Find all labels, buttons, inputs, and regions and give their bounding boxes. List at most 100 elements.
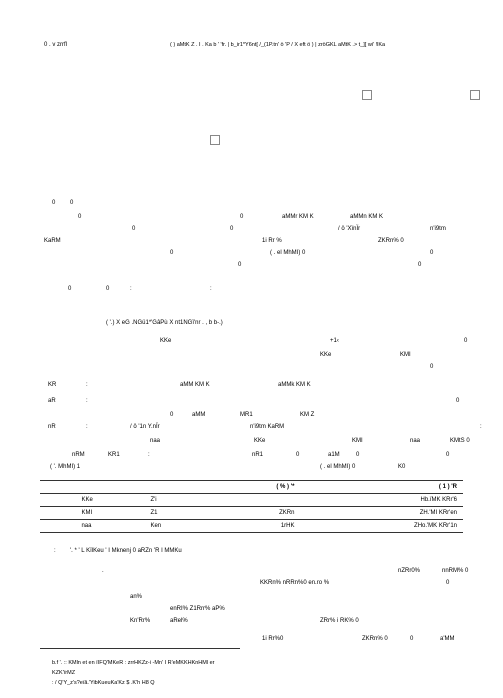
text-r6-3: : [210, 286, 212, 292]
text-r13-1: aMM [192, 412, 205, 418]
text-r17-0: ( '. MhMI) 1 [50, 464, 80, 470]
header-left: 0 . v zrrfl [44, 42, 67, 48]
text-r12-2: 0 [456, 398, 459, 404]
text-r8-1: +1‹ [330, 338, 339, 344]
table-cell: Z'i [144, 494, 211, 507]
table-head-3: ( % ) '* [212, 481, 301, 494]
square-2 [210, 135, 220, 145]
text-r11-3: aMMk KM K [278, 382, 311, 388]
text-r13-3: KM Z [300, 412, 314, 418]
table-cell [40, 520, 75, 533]
text-r1-0: 0 [78, 214, 81, 220]
text-r0-1: 0 [70, 200, 73, 206]
text-r12-0: aR [48, 398, 56, 404]
text-r6-1: 0 [106, 286, 109, 292]
table-head-4: ( 1 ) 'R [300, 481, 463, 494]
footer-r0-1: '. * ' L KïlKeu ' I Mknenj 0 aRZn 'R I M… [70, 548, 182, 554]
text-r14-2: / ô '1n Y.nÏr [130, 424, 160, 430]
text-r11-1: : [86, 382, 88, 388]
text-r16-7: 0 [446, 452, 449, 458]
footer-r0-0: : [54, 548, 56, 554]
footer-r5-0: Kn'Rr% [130, 618, 150, 624]
text-r8-2: 0 [464, 338, 467, 344]
text-r4-0: 0 [170, 250, 173, 256]
text-r16-0: nRM [72, 452, 85, 458]
text-r10-0: 0 [430, 364, 433, 370]
text-r15-3: naa [410, 438, 420, 444]
footer-r5-2: ZRr% i RK% 0 [320, 618, 359, 624]
table-cell [40, 507, 75, 520]
text-r15-0: naa [150, 438, 160, 444]
text-r4-1: ( . el MhMI) 0 [270, 250, 305, 256]
text-r13-2: MR1 [240, 412, 253, 418]
text-r16-6: 0 [356, 452, 359, 458]
text-r4-2: 0 [430, 250, 433, 256]
data-table: ( % ) '*( 1 ) 'RKKeZ'iHb.ïMK KRr'6KMIZ1Z… [40, 480, 463, 533]
text-r16-4: 0 [296, 452, 299, 458]
text-r9-1: KMI [400, 352, 411, 358]
footer-r4-0: enRI% Z1Rrr% aP% [170, 606, 225, 612]
table-cell: naa [75, 520, 144, 533]
footer-r6-1: ZKRn% 0 [362, 636, 388, 642]
bottom-note-1: KZK'ïrMZ [52, 670, 75, 676]
table-cell: Hb.ïMK KRr'6 [300, 494, 463, 507]
text-r5-1: 0 [418, 262, 421, 268]
table-cell [212, 494, 301, 507]
header-mid: ( ) aMtK Z . I . Ka b ' 'fr. | b_ir1*Y6n… [170, 42, 385, 48]
text-r15-4: KMtS 0 [450, 438, 470, 444]
text-r12-1: : [86, 398, 88, 404]
footer-r1-2: nnRM% 0 [442, 568, 468, 574]
text-r2-3: n'i9tm [430, 226, 446, 232]
table-cell: ZKRn [212, 507, 301, 520]
footer-r5-1: aRel% [170, 618, 188, 624]
table-cell [40, 494, 75, 507]
square-0 [362, 90, 372, 100]
table-cell: Z1 [144, 507, 211, 520]
table-row: KKeZ'i Hb.ïMK KRr'6 [40, 494, 463, 507]
text-r13-0: 0 [170, 412, 173, 418]
text-r2-0: 0 [132, 226, 135, 232]
text-r8-0: KKe [160, 338, 171, 344]
text-r14-0: nR [48, 424, 56, 430]
table-cell: ZHo.'MK KRr'1n [300, 520, 463, 533]
table-head-2 [144, 481, 211, 494]
table-row: naaKen1rHKZHo.'MK KRr'1n [40, 520, 463, 533]
text-r3-2: ZKRn% 0 [378, 238, 404, 244]
table-head-0 [40, 481, 75, 494]
text-r1-3: aMMn KM K [350, 214, 383, 220]
footer-r2-1: 0 [446, 580, 449, 586]
table-cell: KKe [75, 494, 144, 507]
text-r14-4: : [480, 424, 482, 430]
text-r3-1: 1i Rr % [262, 238, 282, 244]
table-head-1 [75, 481, 144, 494]
text-r17-1: ( . el MhMI) 0 [320, 464, 355, 470]
square-1 [470, 90, 480, 100]
text-r16-1: KR1 [108, 452, 120, 458]
table-cell: 1rHK [212, 520, 301, 533]
text-r16-3: nR1 [252, 452, 263, 458]
footer-r6-2: 0 [410, 636, 413, 642]
footer-r6-3: a'MM [440, 636, 454, 642]
text-r5-0: 0 [238, 262, 241, 268]
text-r7-0: ( '.) X eG .NGü1*'GâPù X nt1NGï'nr . , b… [106, 320, 223, 326]
text-r6-0: 0 [68, 286, 71, 292]
text-r0-0: 0 [52, 200, 55, 206]
text-r2-1: 0 [230, 226, 233, 232]
table-cell: ZH.'MI KRr'en [300, 507, 463, 520]
text-r15-1: KKe [254, 438, 265, 444]
sep-line [40, 648, 240, 649]
bottom-note-2: : / Q'Y_z's?eïâ.'YibKueuKa'Kz $ .K'h H8 … [52, 680, 155, 686]
table-row: KMIZ1ZKRnZH.'MI KRr'en [40, 507, 463, 520]
text-r16-2: : [148, 452, 150, 458]
text-r17-2: K0 [398, 464, 405, 470]
footer-r1-0: . [102, 568, 104, 574]
bottom-note-0: b.f '. :: KMln et en ïIFQ'MKeR : zrrHKZz… [52, 660, 215, 666]
text-r9-0: KKe [320, 352, 331, 358]
footer-r3-0: an% [130, 594, 142, 600]
table-cell: KMI [75, 507, 144, 520]
text-r1-2: aMMr KM K [282, 214, 314, 220]
text-r2-2: / ö 'XïnÏr [338, 226, 360, 232]
footer-r2-0: KKRn% nRRn%0 en.ro % [260, 580, 329, 586]
text-r6-2: : [130, 286, 132, 292]
footer-r1-1: nZRr0% [398, 568, 420, 574]
